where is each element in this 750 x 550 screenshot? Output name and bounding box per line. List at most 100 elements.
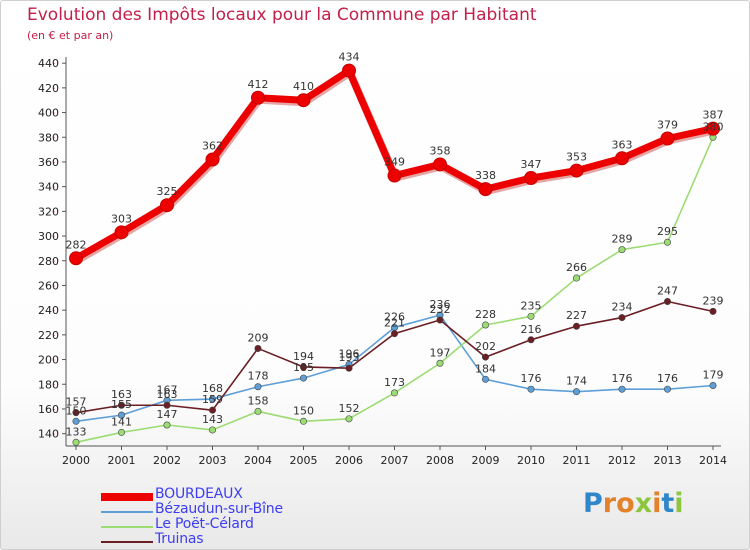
data-point-truinas	[572, 322, 580, 330]
data-label-truinas: 194	[293, 350, 314, 363]
data-point-truinas	[118, 401, 126, 409]
data-point-bezaudun-sur-bine	[481, 375, 489, 383]
x-tick-label: 2010	[517, 454, 545, 467]
x-tick-label: 2014	[699, 454, 727, 467]
x-tick-label: 2000	[62, 454, 90, 467]
data-point-bourdeaux	[205, 152, 220, 167]
data-label-truinas: 163	[111, 388, 132, 401]
data-label-bourdeaux: 347	[521, 158, 542, 171]
data-label-truinas: 234	[612, 301, 633, 314]
data-label-bezaudun-sur-bine: 167	[157, 383, 178, 396]
data-label-truinas: 221	[384, 317, 405, 330]
data-point-bezaudun-sur-bine	[572, 388, 580, 396]
data-label-bezaudun-sur-bine: 176	[521, 372, 542, 385]
y-tick-label: 200	[38, 354, 59, 367]
data-label-truinas: 232	[430, 303, 451, 316]
y-tick-label: 320	[38, 205, 59, 218]
x-tick-label: 2006	[335, 454, 363, 467]
data-label-bourdeaux: 325	[157, 185, 178, 198]
data-point-bourdeaux	[433, 157, 447, 172]
x-tick-label: 2001	[108, 454, 136, 467]
data-label-bezaudun-sur-bine: 185	[293, 361, 314, 374]
brand-letter: i	[652, 488, 662, 519]
data-label-truinas: 209	[248, 331, 269, 344]
y-tick-label: 260	[38, 279, 59, 292]
data-point-bourdeaux	[706, 121, 720, 136]
data-point-bourdeaux	[296, 93, 311, 108]
data-point-le-poet-celard	[163, 421, 171, 429]
x-tick-label: 2013	[654, 454, 682, 467]
data-label-bourdeaux: 338	[475, 169, 496, 182]
series-lines	[69, 63, 720, 446]
data-point-truinas	[299, 363, 307, 371]
data-label-bezaudun-sur-bine: 184	[475, 362, 496, 375]
data-point-bourdeaux	[569, 163, 584, 178]
data-point-le-poet-celard	[72, 438, 80, 446]
data-point-bourdeaux	[387, 168, 402, 183]
data-point-bezaudun-sur-bine	[527, 385, 535, 393]
data-label-truinas: 247	[657, 285, 678, 298]
x-tick-label: 2007	[381, 454, 409, 467]
data-point-le-poet-celard	[663, 238, 671, 246]
data-point-bezaudun-sur-bine	[254, 383, 262, 391]
data-label-truinas: 193	[339, 351, 360, 364]
legend-swatch	[101, 493, 153, 501]
data-label-bezaudun-sur-bine: 174	[566, 375, 587, 388]
data-point-truinas	[345, 364, 353, 372]
y-tick-label: 440	[38, 57, 59, 70]
data-label-le-poet-celard: 235	[521, 299, 542, 312]
brand-letter: t	[661, 488, 675, 519]
data-point-le-poet-celard	[209, 426, 217, 434]
data-label-le-poet-celard: 266	[566, 261, 587, 274]
data-label-bezaudun-sur-bine: 150	[66, 404, 87, 417]
data-point-truinas	[618, 314, 626, 322]
chart-subtitle: (en € et par an)	[27, 29, 114, 42]
data-point-bourdeaux	[114, 225, 129, 240]
data-label-bourdeaux: 363	[612, 138, 633, 151]
data-point-le-poet-celard	[254, 407, 262, 415]
data-point-le-poet-celard	[118, 428, 126, 436]
data-point-le-poet-celard	[527, 312, 535, 320]
y-tick-label: 280	[38, 255, 59, 268]
data-label-le-poet-celard: 228	[475, 308, 496, 321]
data-point-bezaudun-sur-bine	[118, 411, 126, 419]
legend-label: BOURDEAUX	[155, 486, 243, 502]
data-point-truinas	[209, 406, 217, 414]
x-tick-label: 2005	[290, 454, 318, 467]
data-point-bourdeaux	[69, 251, 83, 266]
x-tick-label: 2008	[426, 454, 454, 467]
y-tick-label: 240	[38, 304, 59, 317]
data-point-le-poet-celard	[390, 389, 398, 397]
data-point-bezaudun-sur-bine	[663, 385, 671, 393]
data-point-bourdeaux	[478, 182, 493, 197]
y-tick-label: 380	[38, 131, 59, 144]
x-tick-label: 2002	[153, 454, 181, 467]
data-point-le-poet-celard	[299, 417, 307, 425]
data-point-le-poet-celard	[436, 359, 444, 367]
data-point-bourdeaux	[160, 198, 174, 213]
data-point-bourdeaux	[615, 151, 629, 166]
data-label-le-poet-celard: 380	[703, 120, 724, 133]
data-label-truinas: 163	[157, 388, 178, 401]
point-labels: 150 155 167 168 178 185 196 226 236 184 176 174 176 1…	[66, 51, 724, 439]
data-point-truinas	[163, 401, 171, 409]
data-label-truinas: 227	[566, 309, 587, 322]
brand-letter: P	[583, 488, 603, 519]
data-point-bezaudun-sur-bine	[299, 374, 307, 382]
y-tick-label: 420	[38, 82, 59, 95]
brand-letter: o	[616, 488, 635, 519]
x-tick-label: 2011	[563, 454, 591, 467]
data-label-truinas: 202	[475, 340, 496, 353]
data-point-bourdeaux	[342, 63, 356, 78]
data-point-bourdeaux	[524, 171, 538, 186]
data-label-le-poet-celard: 133	[66, 425, 87, 438]
data-label-bezaudun-sur-bine: 155	[111, 398, 132, 411]
x-tick-label: 2004	[244, 454, 272, 467]
data-label-bezaudun-sur-bine: 196	[339, 347, 360, 360]
x-tick-label: 2009	[472, 454, 500, 467]
data-point-le-poet-celard	[572, 274, 580, 282]
data-label-bourdeaux: 412	[248, 78, 269, 91]
data-point-truinas	[72, 409, 80, 417]
legend-swatch	[101, 511, 153, 513]
